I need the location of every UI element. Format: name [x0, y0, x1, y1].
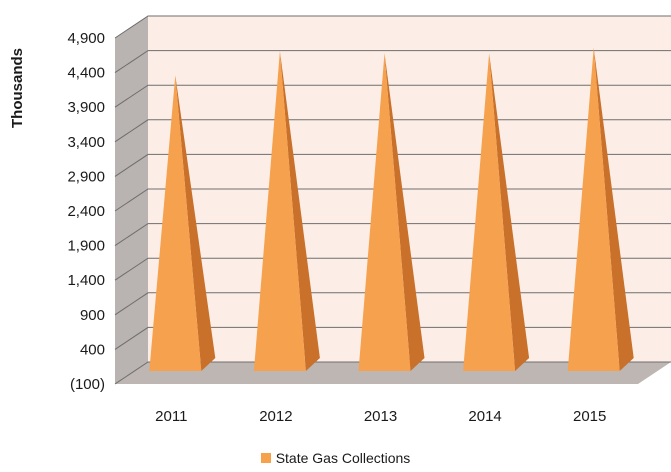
- gridline: [114, 84, 671, 108]
- y-tick-label: 900: [80, 307, 105, 324]
- chart-floor: [115, 362, 671, 384]
- pyramid-side-face: [593, 47, 634, 372]
- pyramid-front-face: [463, 53, 516, 371]
- chart-plot: (100) 400 900 1,400 1,900 2,400 2,900 3,400 3,90…: [9, 15, 671, 425]
- legend-label: State Gas Collections: [275, 450, 411, 466]
- pyramid-side-face: [489, 53, 530, 371]
- y-tick-label: 4,900: [67, 30, 105, 47]
- pyramid-front-face: [253, 51, 306, 371]
- y-tick-label: 3,900: [67, 99, 105, 116]
- legend-swatch: [260, 453, 271, 463]
- chart-legend: State Gas Collections: [0, 450, 671, 466]
- pyramid-bar-2014: [463, 53, 530, 371]
- chart-pyramids: [149, 47, 634, 372]
- pyramid-bar-2011: [149, 75, 216, 372]
- gridline: [114, 50, 671, 74]
- pyramid-bar-2013: [358, 53, 425, 371]
- gridline: [114, 15, 671, 39]
- pyramid-side-face: [384, 53, 425, 371]
- y-tick-label: 4,400: [67, 65, 105, 82]
- x-tick-label: 2012: [259, 408, 292, 425]
- y-axis-ticks: (100) 400 900 1,400 1,900 2,400 2,900 3,400 3,90…: [67, 30, 105, 393]
- y-tick-label: 2,400: [67, 203, 105, 220]
- pyramid-bar-2012: [253, 51, 320, 371]
- y-tick-label: 1,400: [67, 272, 105, 289]
- x-tick-label: 2014: [468, 408, 501, 425]
- x-tick-label: 2015: [573, 408, 606, 425]
- x-axis-ticks: 2011 2012 2013 2014 2015: [155, 408, 606, 425]
- x-tick-label: 2013: [364, 408, 397, 425]
- y-tick-label: 400: [80, 341, 105, 358]
- pyramid-front-face: [358, 53, 411, 371]
- y-tick-label: 3,400: [67, 134, 105, 151]
- y-axis-label: Thousands: [9, 48, 26, 128]
- y-tick-label: 2,900: [67, 168, 105, 185]
- pyramid-bar-2015: [567, 47, 634, 372]
- y-tick-label: (100): [70, 376, 105, 393]
- y-tick-label: 1,900: [67, 238, 105, 255]
- pyramid-front-face: [149, 75, 202, 372]
- pyramid-front-face: [567, 47, 620, 372]
- pyramid-side-face: [279, 51, 320, 371]
- x-tick-label: 2011: [155, 408, 187, 425]
- pyramid-side-face: [175, 75, 216, 372]
